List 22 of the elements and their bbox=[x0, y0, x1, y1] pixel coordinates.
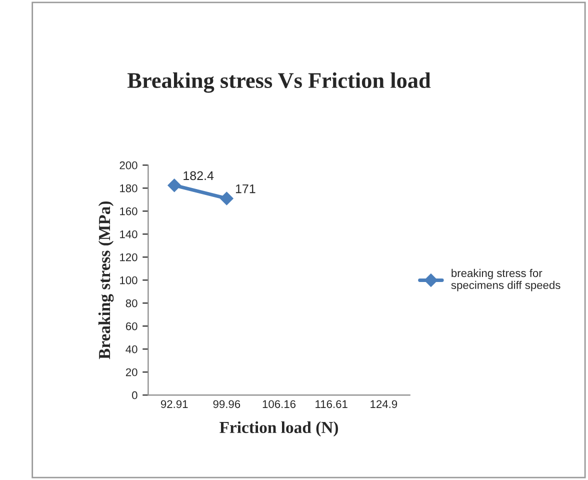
data-label: 171 bbox=[236, 184, 256, 194]
y-tick-label: 60 bbox=[126, 322, 138, 330]
y-tick-label: 200 bbox=[120, 161, 138, 170]
y-tick-label: 20 bbox=[126, 368, 138, 376]
legend-label: breaking stress for specimens diff speeds bbox=[451, 268, 560, 292]
y-tick-label: 140 bbox=[120, 230, 138, 238]
y-tick-label: 40 bbox=[126, 345, 138, 354]
x-tick-label: 124.9 bbox=[370, 400, 398, 408]
x-tick-label: 106.16 bbox=[262, 400, 296, 408]
y-tick-label: 0 bbox=[132, 391, 138, 400]
x-tick-label: 99.96 bbox=[213, 400, 240, 408]
y-tick-label: 120 bbox=[120, 253, 138, 262]
y-tick-label: 160 bbox=[120, 207, 138, 216]
chart-title: Breaking stress Vs Friction load bbox=[127, 72, 431, 93]
x-tick-label: 92.91 bbox=[160, 400, 188, 408]
x-tick-label: 116.61 bbox=[316, 400, 348, 408]
y-axis-title: Breaking stress (MPa) bbox=[98, 201, 114, 360]
data-label: 182.4 bbox=[184, 171, 214, 180]
y-tick-label: 100 bbox=[120, 276, 138, 284]
y-tick-label: 180 bbox=[120, 184, 138, 192]
x-axis-title: Friction load (N) bbox=[220, 421, 338, 436]
y-tick-label: 80 bbox=[126, 299, 138, 308]
